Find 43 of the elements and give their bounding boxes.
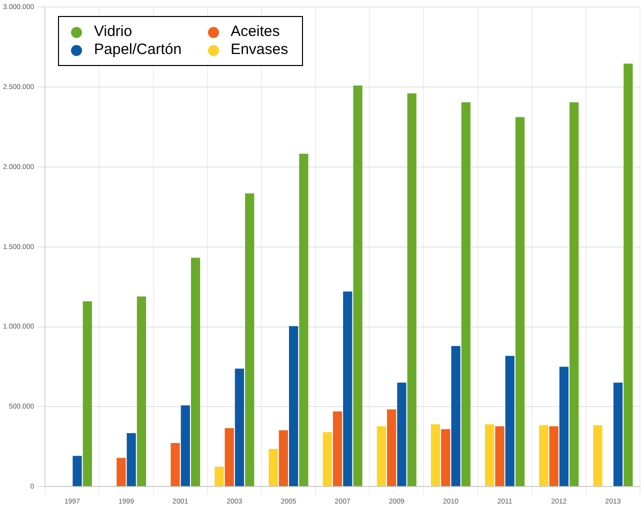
bar (397, 382, 406, 486)
bar (485, 424, 494, 486)
bar (245, 193, 254, 486)
legend-label: Envases (230, 41, 288, 59)
bar (593, 425, 602, 486)
bar (126, 433, 136, 486)
bar (234, 368, 244, 486)
bar (214, 466, 224, 486)
bar (624, 64, 633, 486)
bar (136, 296, 146, 486)
bar (299, 154, 308, 486)
legend-label: Aceites (230, 23, 280, 41)
bar (451, 346, 460, 486)
bar (559, 366, 569, 486)
bar (549, 426, 558, 486)
bar (343, 291, 352, 486)
bar (322, 432, 332, 486)
bar (407, 93, 416, 486)
bar (376, 426, 386, 486)
bar (180, 405, 190, 486)
bar (441, 429, 450, 486)
bar (72, 456, 82, 486)
bar (332, 411, 342, 486)
bar (278, 430, 288, 486)
bar (190, 258, 200, 486)
bar (515, 117, 525, 486)
bar (116, 458, 126, 486)
bar (570, 102, 579, 486)
bar (387, 409, 396, 486)
legend-label: Papel/Cartón (94, 41, 182, 59)
bar (353, 86, 362, 486)
bar (495, 426, 504, 486)
bar (461, 102, 470, 486)
bar (289, 326, 298, 486)
bar (539, 425, 548, 486)
bar (82, 301, 92, 486)
bar (224, 428, 234, 486)
legend-label: Vidrio (94, 23, 132, 41)
bar (505, 356, 514, 486)
bar (430, 424, 440, 486)
bar (170, 442, 180, 486)
bar (268, 448, 278, 486)
bar (613, 382, 623, 486)
